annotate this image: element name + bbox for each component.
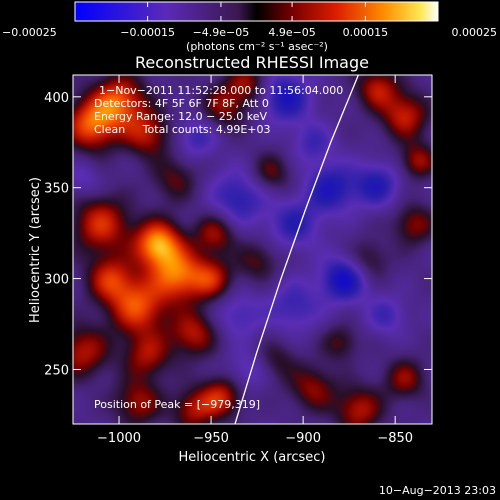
axis-ticks: −1000 −950 −900 −850 250 300 350 400 — [44, 75, 432, 446]
plot-area: 1−Nov−2011 11:52:28.000 to 11:56:04.000 … — [44, 74, 433, 446]
annotation-time-range: 1−Nov−2011 11:52:28.000 to 11:56:04.000 — [99, 84, 343, 97]
colorbar-tick-label: −4.9e−05 — [193, 26, 250, 39]
x-tick-label: −1000 — [97, 431, 141, 446]
annotation-clean-counts: Clean Total counts: 4.99E+03 — [94, 123, 271, 136]
y-tick-label: 250 — [44, 363, 69, 378]
chart-title: Reconstructed RHESSI Image — [135, 53, 369, 72]
y-tick-label: 400 — [44, 91, 69, 106]
x-tick-label: −900 — [285, 431, 321, 446]
x-axis-label: Heliocentric X (arcsec) — [179, 450, 326, 465]
y-tick-label: 300 — [44, 273, 69, 288]
y-axis-label: Heliocentric Y (arcsec) — [28, 177, 43, 323]
footer-date: 10−Aug−2013 23:03 — [379, 484, 496, 497]
colorbar-tick-label: 4.9e−05 — [268, 26, 315, 39]
colorbar-tick-label: −0.00025 — [2, 26, 57, 39]
annotation-energy: Energy Range: 12.0 − 25.0 keV — [94, 110, 268, 123]
plot-frame — [72, 74, 433, 425]
colorbar-tick-label: −0.00015 — [120, 26, 175, 39]
peak-position-label: Position of Peak = [−979,319] — [94, 398, 260, 411]
x-tick-label: −950 — [193, 431, 229, 446]
colorbar-unit-label: (photons cm⁻² s⁻¹ asec⁻²) — [186, 40, 328, 53]
x-tick-label: −850 — [377, 431, 413, 446]
info-annotations: 1−Nov−2011 11:52:28.000 to 11:56:04.000 … — [94, 84, 343, 136]
colorbar-tick-label: 0.00015 — [343, 26, 389, 39]
y-tick-label: 350 — [44, 182, 69, 197]
colorbar: −0.00025 −0.00015 −4.9e−05 4.9e−05 0.00015 0.… — [2, 1, 497, 53]
annotation-detectors: Detectors: 4F 5F 6F 7F 8F, Att 0 — [94, 97, 269, 110]
solar-limb-curve — [234, 75, 359, 424]
colorbar-tick-label: 0.00025 — [452, 26, 498, 39]
colorbar-ticks: −0.00025 −0.00015 −4.9e−05 4.9e−05 0.00015 0.… — [2, 2, 497, 39]
colorbar-gradient — [74, 1, 439, 22]
